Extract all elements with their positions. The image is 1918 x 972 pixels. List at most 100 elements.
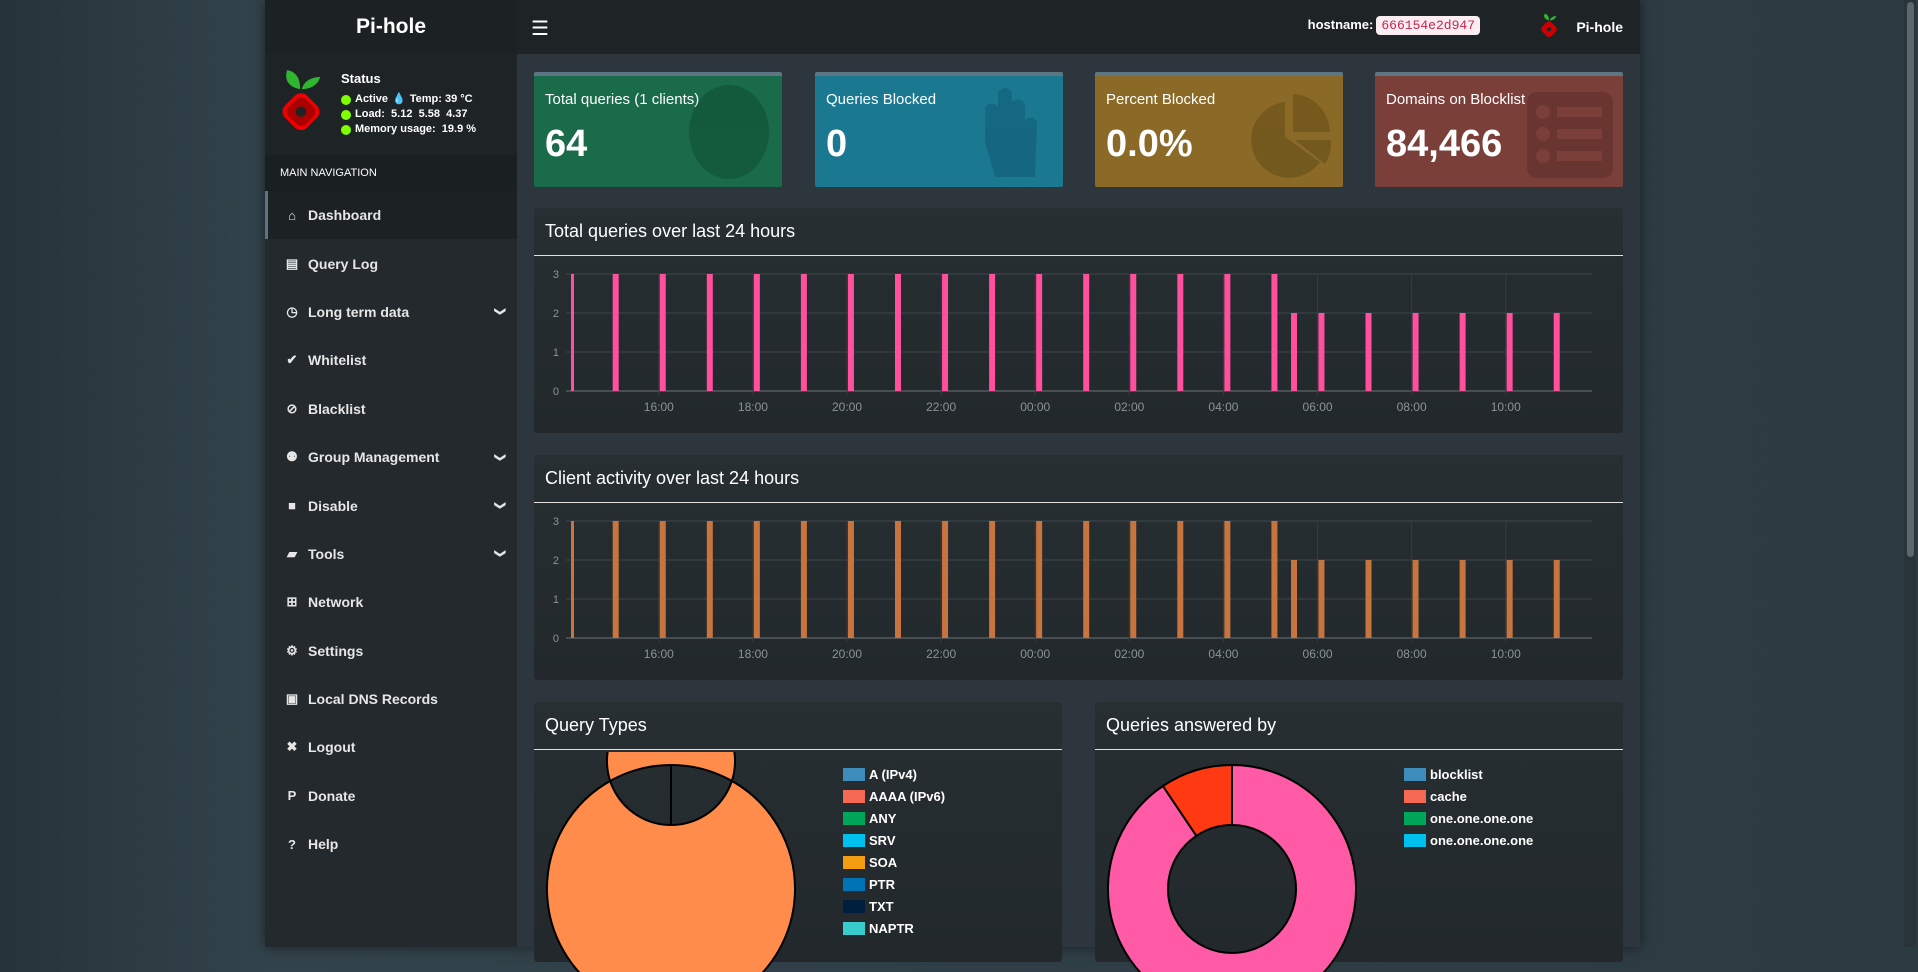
sidebar-item-whitelist[interactable]: ✔ Whitelist [265, 336, 517, 384]
chevron-down-icon[interactable]: ❯ [493, 452, 506, 462]
bar[interactable] [659, 274, 666, 391]
pihole-logo-icon[interactable] [1538, 12, 1560, 42]
bar[interactable] [895, 274, 902, 391]
bar[interactable] [1553, 313, 1560, 391]
legend-item[interactable]: ANY [843, 807, 945, 829]
bar[interactable] [1459, 560, 1466, 638]
brand-logo[interactable]: Pi-hole [265, 0, 517, 54]
bar[interactable] [1177, 274, 1184, 391]
stat-card[interactable]: Total queries (1 clients) 64 [534, 72, 782, 187]
sidebar-item-blacklist[interactable]: ⊘ Blacklist [265, 385, 517, 433]
stat-value: 84,466 [1386, 123, 1503, 165]
bar[interactable] [989, 274, 996, 391]
bar[interactable] [659, 521, 666, 638]
sidebar-item-tools[interactable]: ▰ Tools ❯ [265, 530, 517, 578]
bar[interactable] [1224, 521, 1231, 638]
bar[interactable] [1365, 560, 1372, 638]
bar[interactable] [1291, 313, 1298, 391]
bar[interactable] [571, 521, 574, 638]
home-icon: ⌂ [288, 207, 296, 223]
pie-slice[interactable] [1107, 763, 1357, 972]
bar[interactable] [800, 274, 807, 391]
legend-item[interactable]: NAPTR [843, 917, 945, 939]
bar[interactable] [847, 274, 854, 391]
bar[interactable] [1083, 274, 1090, 391]
bar[interactable] [753, 274, 760, 391]
bar[interactable] [612, 521, 619, 638]
sidebar-item-settings[interactable]: ⚙ Settings [265, 627, 517, 675]
brand-pre: Pi- [355, 15, 383, 38]
bar[interactable] [989, 521, 996, 638]
sidebar-item-label: Dashboard [308, 207, 382, 224]
bar[interactable] [1224, 274, 1231, 391]
bar[interactable] [1459, 313, 1466, 391]
bar[interactable] [1130, 274, 1137, 391]
sidebar-item-local-dns-records[interactable]: ▣ Local DNS Records [265, 675, 517, 723]
stat-card[interactable]: Domains on Blocklist 84,466 [1375, 72, 1623, 187]
paypal-icon: P [287, 788, 297, 804]
stat-card[interactable]: Queries Blocked 0 [815, 72, 1063, 187]
bar[interactable] [706, 521, 713, 638]
bar[interactable] [706, 274, 713, 391]
user-menu[interactable]: Pi-hole [1576, 19, 1623, 35]
bar[interactable] [942, 274, 949, 391]
bar[interactable] [895, 521, 902, 638]
chevron-down-icon[interactable]: ❯ [493, 500, 506, 511]
bar[interactable] [571, 274, 574, 391]
chevron-down-icon[interactable]: ❯ [493, 549, 506, 559]
bar[interactable] [1036, 274, 1043, 391]
x-tick-label: 20:00 [832, 647, 862, 661]
sidebar-item-donate[interactable]: P Donate [265, 772, 517, 820]
legend-item[interactable]: one.one.one.one [1404, 829, 1533, 851]
stat-card[interactable]: Percent Blocked 0.0% [1095, 72, 1343, 187]
sidebar-item-query-log[interactable]: ▤ Query Log [265, 239, 517, 287]
x-tick-label: 04:00 [1208, 400, 1238, 414]
legend-item[interactable]: blocklist [1404, 763, 1533, 785]
legend-item[interactable]: AAAA (IPv6) [843, 785, 945, 807]
sidebar-item-network[interactable]: ⊞ Network [265, 578, 517, 626]
legend-item[interactable]: one.one.one.one [1404, 807, 1533, 829]
sidebar-item-help[interactable]: ? Help [265, 820, 517, 868]
bar[interactable] [1291, 560, 1298, 638]
bar[interactable] [1553, 560, 1560, 638]
bar[interactable] [1130, 521, 1137, 638]
bar[interactable] [1412, 313, 1419, 391]
sidebar-item-group-management[interactable]: ⚉ Group Management ❯ [265, 433, 517, 481]
bar[interactable] [753, 521, 760, 638]
sidebar-item-dashboard[interactable]: ⌂ Dashboard [265, 191, 517, 240]
scrollbar-thumb[interactable] [1907, 2, 1914, 557]
bar[interactable] [612, 274, 619, 391]
bar[interactable] [1036, 521, 1043, 638]
sidebar-item-logout[interactable]: ✖ Logout [265, 723, 517, 771]
scrollbar[interactable] [1904, 0, 1916, 947]
bar[interactable] [1083, 521, 1090, 638]
chevron-down-icon[interactable]: ❯ [493, 307, 506, 317]
bar[interactable] [1506, 313, 1513, 391]
bar[interactable] [1271, 274, 1278, 391]
legend-item[interactable]: SOA [843, 851, 945, 873]
pie-slice[interactable] [545, 752, 796, 972]
legend-item[interactable]: cache [1404, 785, 1533, 807]
user-times-icon: ✖ [286, 739, 298, 755]
legend-item[interactable]: TXT [843, 895, 945, 917]
bar[interactable] [1318, 560, 1325, 638]
legend-label: PTR [869, 876, 895, 892]
bar[interactable] [1177, 521, 1184, 638]
bar[interactable] [1506, 560, 1513, 638]
pie-slice[interactable] [1161, 763, 1233, 838]
sidebar-item-long-term-data[interactable]: ◷ Long term data ❯ [265, 288, 517, 336]
bar[interactable] [1412, 560, 1419, 638]
bar[interactable] [942, 521, 949, 638]
hamburger-icon[interactable]: ☰ [531, 18, 549, 40]
stat-label: Percent Blocked [1106, 91, 1216, 108]
bar[interactable] [1365, 313, 1372, 391]
legend-item[interactable]: SRV [843, 829, 945, 851]
legend-item[interactable]: A (IPv4) [843, 763, 945, 785]
bar[interactable] [1271, 521, 1278, 638]
bar[interactable] [1318, 313, 1325, 391]
sidebar-item-disable[interactable]: ■ Disable ❯ [265, 481, 517, 529]
legend-item[interactable]: PTR [843, 873, 945, 895]
bar[interactable] [800, 521, 807, 638]
y-tick-label: 1 [553, 347, 559, 359]
bar[interactable] [847, 521, 854, 638]
